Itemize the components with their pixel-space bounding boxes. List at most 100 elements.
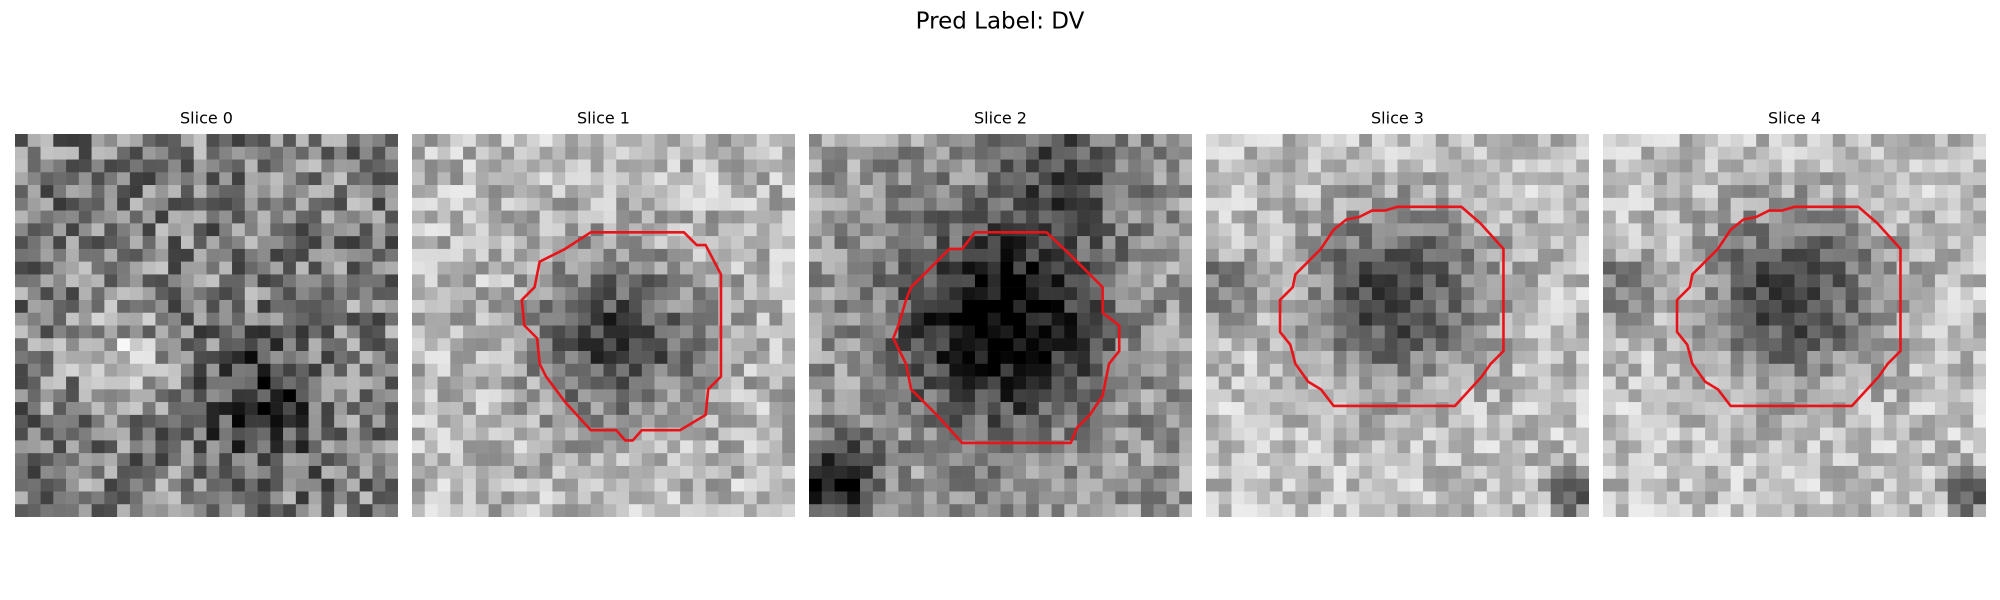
pixel xyxy=(1832,146,1846,160)
pixel xyxy=(692,491,706,505)
pixel xyxy=(91,478,105,492)
pixel xyxy=(437,287,451,301)
pixel xyxy=(450,504,464,517)
pixel xyxy=(1743,134,1757,148)
pixel xyxy=(129,287,143,301)
pixel xyxy=(40,223,54,237)
pixel xyxy=(731,325,745,339)
pixel xyxy=(206,146,220,160)
pixel xyxy=(40,185,54,199)
pixel xyxy=(1346,274,1360,288)
pixel xyxy=(1909,504,1923,517)
pixel xyxy=(821,325,835,339)
pixel xyxy=(654,146,668,160)
pixel xyxy=(1346,453,1360,467)
pixel xyxy=(1308,274,1322,288)
pixel xyxy=(1320,478,1334,492)
pixel xyxy=(1820,427,1834,441)
pixel xyxy=(1858,146,1872,160)
pixel xyxy=(1934,453,1948,467)
pixel xyxy=(526,236,540,250)
pixel xyxy=(1820,146,1834,160)
pixel xyxy=(1410,504,1424,517)
pixel xyxy=(526,223,540,237)
pixel xyxy=(1934,491,1948,505)
pixel xyxy=(743,134,757,148)
pixel xyxy=(1832,338,1846,352)
pixel xyxy=(1153,389,1167,403)
pixel xyxy=(334,478,348,492)
pixel xyxy=(1832,210,1846,224)
pixel xyxy=(577,389,591,403)
pixel xyxy=(412,299,426,313)
pixel xyxy=(334,351,348,365)
pixel xyxy=(1206,504,1220,517)
pixel xyxy=(1960,210,1974,224)
pixel xyxy=(1333,376,1347,390)
pixel xyxy=(1320,440,1334,454)
pixel xyxy=(1244,261,1258,275)
pixel xyxy=(1654,414,1668,428)
pixel xyxy=(15,414,29,428)
pixel xyxy=(1448,312,1462,326)
pixel xyxy=(539,312,553,326)
pixel xyxy=(936,197,950,211)
pixel xyxy=(667,389,681,403)
pixel xyxy=(987,134,1001,148)
pixel xyxy=(1858,351,1872,365)
pixel xyxy=(1615,414,1629,428)
pixel xyxy=(295,427,309,441)
pixel xyxy=(1359,312,1373,326)
pixel xyxy=(1153,504,1167,517)
pixel xyxy=(514,172,528,186)
pixel xyxy=(1858,453,1872,467)
pixel xyxy=(847,287,861,301)
pixel xyxy=(974,197,988,211)
pixel xyxy=(885,312,899,326)
pixel xyxy=(1512,312,1526,326)
pixel xyxy=(1140,159,1154,173)
pixel xyxy=(743,465,757,479)
pixel xyxy=(501,159,515,173)
pixel xyxy=(1257,210,1271,224)
pixel xyxy=(104,363,118,377)
pixel xyxy=(834,172,848,186)
pixel xyxy=(1346,414,1360,428)
pixel xyxy=(1909,236,1923,250)
pixel xyxy=(1282,299,1296,313)
pixel xyxy=(743,210,757,224)
pixel xyxy=(872,363,886,377)
pixel xyxy=(577,465,591,479)
pixel xyxy=(475,504,489,517)
pixel xyxy=(1858,172,1872,186)
pixel xyxy=(1717,351,1731,365)
pixel xyxy=(1102,299,1116,313)
pixel xyxy=(27,440,41,454)
pixel xyxy=(1743,287,1757,301)
pixel xyxy=(1295,376,1309,390)
pixel xyxy=(898,197,912,211)
pixel xyxy=(885,427,899,441)
pixel xyxy=(1000,287,1014,301)
pixel xyxy=(488,414,502,428)
pixel xyxy=(565,223,579,237)
pixel xyxy=(1692,287,1706,301)
pixel xyxy=(1499,274,1513,288)
pixel xyxy=(872,248,886,262)
pixel xyxy=(27,159,41,173)
pixel xyxy=(1115,210,1129,224)
pixel xyxy=(1474,491,1488,505)
pixel xyxy=(372,287,386,301)
pixel xyxy=(834,287,848,301)
pixel xyxy=(552,274,566,288)
pixel xyxy=(412,453,426,467)
pixel xyxy=(244,427,258,441)
pixel xyxy=(295,325,309,339)
pixel xyxy=(1705,504,1719,517)
pixel xyxy=(1934,197,1948,211)
pixel xyxy=(1461,248,1475,262)
pixel xyxy=(463,274,477,288)
pixel xyxy=(1231,223,1245,237)
pixel xyxy=(1461,274,1475,288)
pixel xyxy=(1743,402,1757,416)
